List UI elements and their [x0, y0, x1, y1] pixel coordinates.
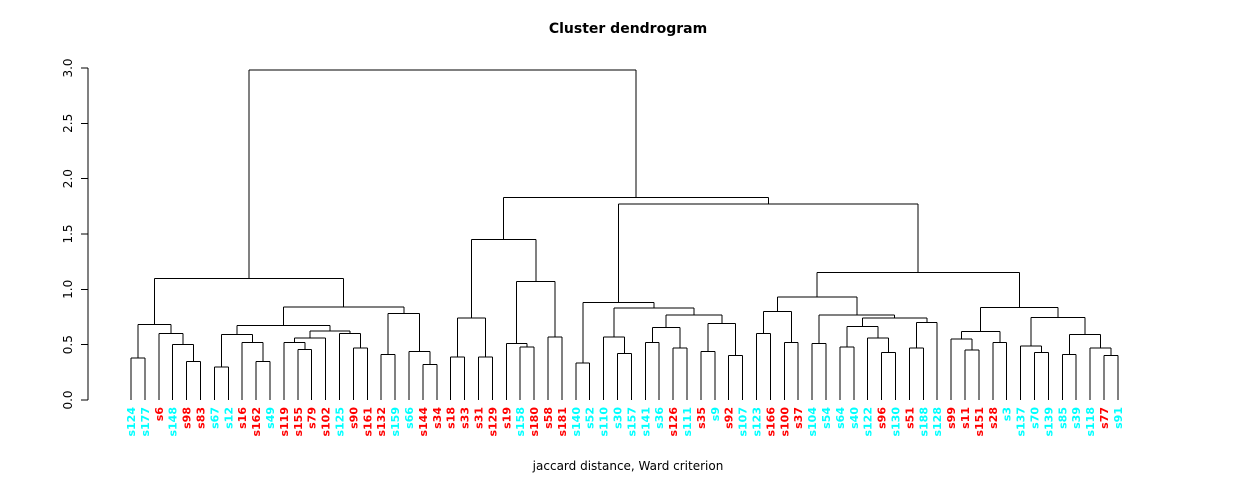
leaf-label-s177: s177: [139, 407, 152, 437]
leaf-label-s52: s52: [584, 407, 597, 429]
y-tick-label: 1.0: [61, 280, 75, 299]
leaf-label-s124: s124: [125, 407, 138, 437]
leaf-label-s122: s122: [862, 407, 875, 437]
leaf-label-s16: s16: [236, 407, 249, 429]
y-tick-label: 2.0: [61, 169, 75, 188]
leaf-label-s148: s148: [167, 407, 180, 437]
leaf-label-s96: s96: [876, 407, 889, 429]
leaf-label-s91: s91: [1112, 407, 1125, 429]
leaf-label-s33: s33: [459, 407, 472, 429]
leaf-label-s36: s36: [653, 407, 666, 429]
y-tick-label: 0.5: [61, 335, 75, 354]
leaf-label-s119: s119: [278, 407, 291, 437]
leaf-label-s83: s83: [195, 407, 208, 429]
leaf-label-s49: s49: [264, 407, 277, 429]
leaf-label-s28: s28: [987, 407, 1000, 429]
leaf-label-s107: s107: [737, 407, 750, 437]
leaf-label-s3: s3: [1001, 407, 1014, 421]
leaf-label-s155: s155: [292, 407, 305, 437]
leaf-label-s181: s181: [556, 407, 569, 437]
y-tick-label: 3.0: [61, 58, 75, 77]
leaf-label-s161: s161: [361, 407, 374, 437]
leaf-label-s125: s125: [334, 407, 347, 437]
leaf-label-s162: s162: [250, 407, 263, 437]
leaf-label-s67: s67: [208, 407, 221, 429]
leaf-label-s19: s19: [500, 407, 513, 429]
leaf-label-s39: s39: [1070, 407, 1083, 429]
leaf-label-s118: s118: [1084, 407, 1097, 437]
y-tick-label: 0.0: [61, 390, 75, 409]
leaf-label-s130: s130: [890, 407, 903, 437]
leaf-label-s141: s141: [639, 407, 652, 437]
leaf-label-s30: s30: [612, 407, 625, 429]
leaf-label-s102: s102: [320, 407, 333, 437]
leaf-label-s85: s85: [1056, 407, 1069, 429]
leaf-label-s123: s123: [751, 407, 764, 437]
leaf-label-s12: s12: [222, 407, 235, 429]
leaf-label-s140: s140: [570, 407, 583, 437]
leaf-label-s64: s64: [834, 407, 847, 429]
leaf-label-s51: s51: [903, 407, 916, 429]
leaf-label-s158: s158: [514, 407, 527, 437]
plot-title: Cluster dendrogram: [548, 21, 708, 37]
leaf-label-s129: s129: [486, 407, 499, 437]
leaf-label-s40: s40: [848, 407, 861, 429]
leaf-label-s188: s188: [917, 407, 930, 437]
leaf-label-s132: s132: [375, 407, 388, 437]
leaf-label-s58: s58: [542, 407, 555, 429]
leaf-label-s31: s31: [473, 407, 486, 429]
leaf-label-s159: s159: [389, 407, 402, 437]
leaf-label-s77: s77: [1098, 407, 1111, 429]
leaf-label-s6: s6: [153, 407, 166, 422]
leaf-label-s37: s37: [792, 407, 805, 429]
leaf-label-s35: s35: [695, 407, 708, 429]
leaf-label-s99: s99: [945, 407, 958, 429]
leaf-label-s34: s34: [431, 407, 444, 429]
leaf-label-s110: s110: [598, 407, 611, 437]
leaf-label-s126: s126: [667, 407, 680, 437]
leaf-label-s90: s90: [347, 407, 360, 429]
leaf-label-s144: s144: [417, 407, 430, 437]
leaf-label-s54: s54: [820, 407, 833, 429]
leaf-label-s98: s98: [181, 407, 194, 429]
leaf-label-s151: s151: [973, 407, 986, 437]
leaf-label-s66: s66: [403, 407, 416, 429]
leaf-label-s157: s157: [625, 407, 638, 437]
leaf-label-s137: s137: [1015, 407, 1028, 437]
leaf-label-s79: s79: [306, 407, 319, 429]
leaf-label-s111: s111: [681, 407, 694, 437]
y-tick-label: 2.5: [61, 114, 75, 133]
leaf-label-s100: s100: [778, 407, 791, 437]
y-tick-label: 1.5: [61, 224, 75, 243]
leaf-label-s166: s166: [764, 407, 777, 437]
leaf-label-s18: s18: [445, 407, 458, 429]
leaf-label-s70: s70: [1029, 407, 1042, 429]
leaf-label-s11: s11: [959, 407, 972, 429]
leaf-label-s128: s128: [931, 407, 944, 437]
x-axis-label: jaccard distance, Ward criterion: [532, 459, 724, 473]
leaf-label-s92: s92: [723, 407, 736, 429]
leaf-label-s180: s180: [528, 407, 541, 437]
leaf-label-s104: s104: [806, 407, 819, 437]
leaf-label-s139: s139: [1042, 407, 1055, 437]
leaf-label-s9: s9: [709, 407, 722, 421]
